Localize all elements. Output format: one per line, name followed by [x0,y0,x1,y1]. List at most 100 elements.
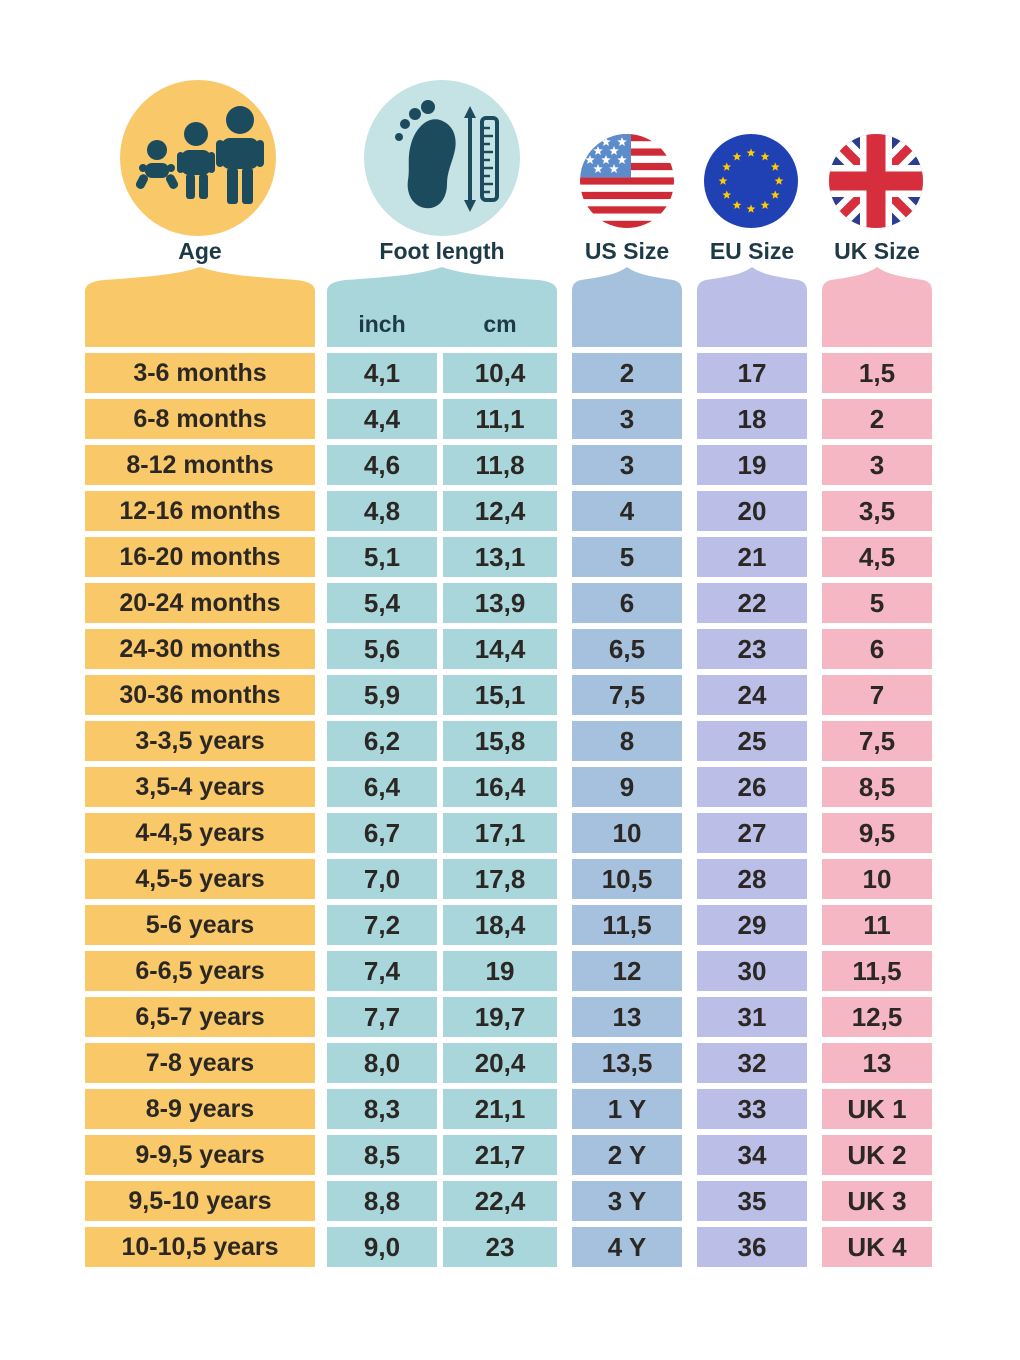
us-flag-icon [580,134,674,228]
cell-us: 8 [572,721,682,761]
cell-cm: 11,1 [443,399,557,439]
cell-uk: 8,5 [822,767,932,807]
cell-uk: 3,5 [822,491,932,531]
cell-inch: 7,4 [327,951,437,991]
cell-inch: 5,9 [327,675,437,715]
cell-us: 2 [572,353,682,393]
cell-inch: 4,1 [327,353,437,393]
cell-eu: 17 [697,353,807,393]
cell-age: 8-12 months [85,445,315,485]
cell-uk: 9,5 [822,813,932,853]
foot-column-label: Foot length [379,238,505,264]
cell-age: 12-16 months [85,491,315,531]
cell-uk: 10 [822,859,932,899]
cell-us: 6 [572,583,682,623]
cell-eu: 29 [697,905,807,945]
cell-uk: 13 [822,1043,932,1083]
us-column-cells: 2 3 3 4 5 6 6,5 7,5 8 9 10 10,5 11,5 12 13 13,5 1 Y 2 Y 3 … [572,353,682,1273]
foot-column-header: inch cm [327,267,557,347]
uk-flag-circle [829,134,923,228]
us-column-label: US Size [584,238,670,264]
cell-inch: 5,4 [327,583,437,623]
cell-cm: 11,8 [443,445,557,485]
cell-us: 13,5 [572,1043,682,1083]
cell-cm: 13,9 [443,583,557,623]
cell-inch: 9,0 [327,1227,437,1267]
cell-uk: 3 [822,445,932,485]
cell-inch: 8,0 [327,1043,437,1083]
cell-uk: 5 [822,583,932,623]
cell-uk: 7 [822,675,932,715]
cell-us: 6,5 [572,629,682,669]
cell-uk: 11,5 [822,951,932,991]
cell-eu: 25 [697,721,807,761]
cell-uk: 2 [822,399,932,439]
cell-age: 8-9 years [85,1089,315,1129]
cell-age: 16-20 months [85,537,315,577]
cell-uk: UK 1 [822,1089,932,1129]
cell-eu: 35 [697,1181,807,1221]
cell-cm: 19 [443,951,557,991]
cell-uk: 7,5 [822,721,932,761]
cell-eu: 34 [697,1135,807,1175]
us-flag-circle [580,134,674,228]
cell-inch: 6,2 [327,721,437,761]
cell-eu: 28 [697,859,807,899]
cell-uk: UK 3 [822,1181,932,1221]
eu-column-label: EU Size [709,238,795,264]
cell-us: 10 [572,813,682,853]
foot-icon-circle [364,80,520,236]
cell-uk: UK 2 [822,1135,932,1175]
cell-age: 4-4,5 years [85,813,315,853]
cell-eu: 31 [697,997,807,1037]
cell-us: 3 [572,445,682,485]
cell-inch: 4,6 [327,445,437,485]
cell-age: 3,5-4 years [85,767,315,807]
cell-us: 2 Y [572,1135,682,1175]
cell-eu: 23 [697,629,807,669]
cell-us: 3 [572,399,682,439]
cell-us: 3 Y [572,1181,682,1221]
us-column-header [572,267,682,347]
cell-inch: 4,4 [327,399,437,439]
cell-us: 7,5 [572,675,682,715]
cell-age: 7-8 years [85,1043,315,1083]
cell-age: 10-10,5 years [85,1227,315,1267]
age-column-cells: 3-6 months 6-8 months 8-12 months 12-16 mon… [85,353,315,1273]
cell-us: 11,5 [572,905,682,945]
cell-cm: 17,8 [443,859,557,899]
cell-us: 5 [572,537,682,577]
cell-us: 4 Y [572,1227,682,1267]
cell-age: 3-3,5 years [85,721,315,761]
cell-cm: 18,4 [443,905,557,945]
cell-us: 1 Y [572,1089,682,1129]
eu-flag-circle [704,134,798,228]
cell-inch: 7,2 [327,905,437,945]
uk-column-cells: 1,5 2 3 3,5 4,5 5 6 7 7,5 8,5 9,5 10 11 11,5 12,5 13 UK … [822,353,932,1273]
eu-column-cells: 17 18 19 20 21 22 23 24 25 26 27 28 29 30 31 32 33 34 35 36 [697,353,807,1273]
uk-column-label: UK Size [834,238,920,264]
cell-age: 9-9,5 years [85,1135,315,1175]
cell-cm: 15,8 [443,721,557,761]
cell-age: 6,5-7 years [85,997,315,1037]
cell-us: 9 [572,767,682,807]
cm-column-cells: 10,4 11,1 11,8 12,4 13,1 13,9 14,4 15,1 15,8 16,4… [443,353,557,1273]
cell-inch: 8,3 [327,1089,437,1129]
cell-age: 3-6 months [85,353,315,393]
cell-age: 4,5-5 years [85,859,315,899]
cell-cm: 13,1 [443,537,557,577]
cell-uk: 4,5 [822,537,932,577]
cell-cm: 15,1 [443,675,557,715]
cell-eu: 36 [697,1227,807,1267]
cell-cm: 14,4 [443,629,557,669]
cell-us: 13 [572,997,682,1037]
uk-flag-icon [829,134,923,228]
uk-column-header [822,267,932,347]
cell-uk: 12,5 [822,997,932,1037]
cell-eu: 21 [697,537,807,577]
age-icon-circle [120,80,276,236]
cell-age: 6-6,5 years [85,951,315,991]
cell-uk: 11 [822,905,932,945]
age-column-label: Age [178,238,222,264]
